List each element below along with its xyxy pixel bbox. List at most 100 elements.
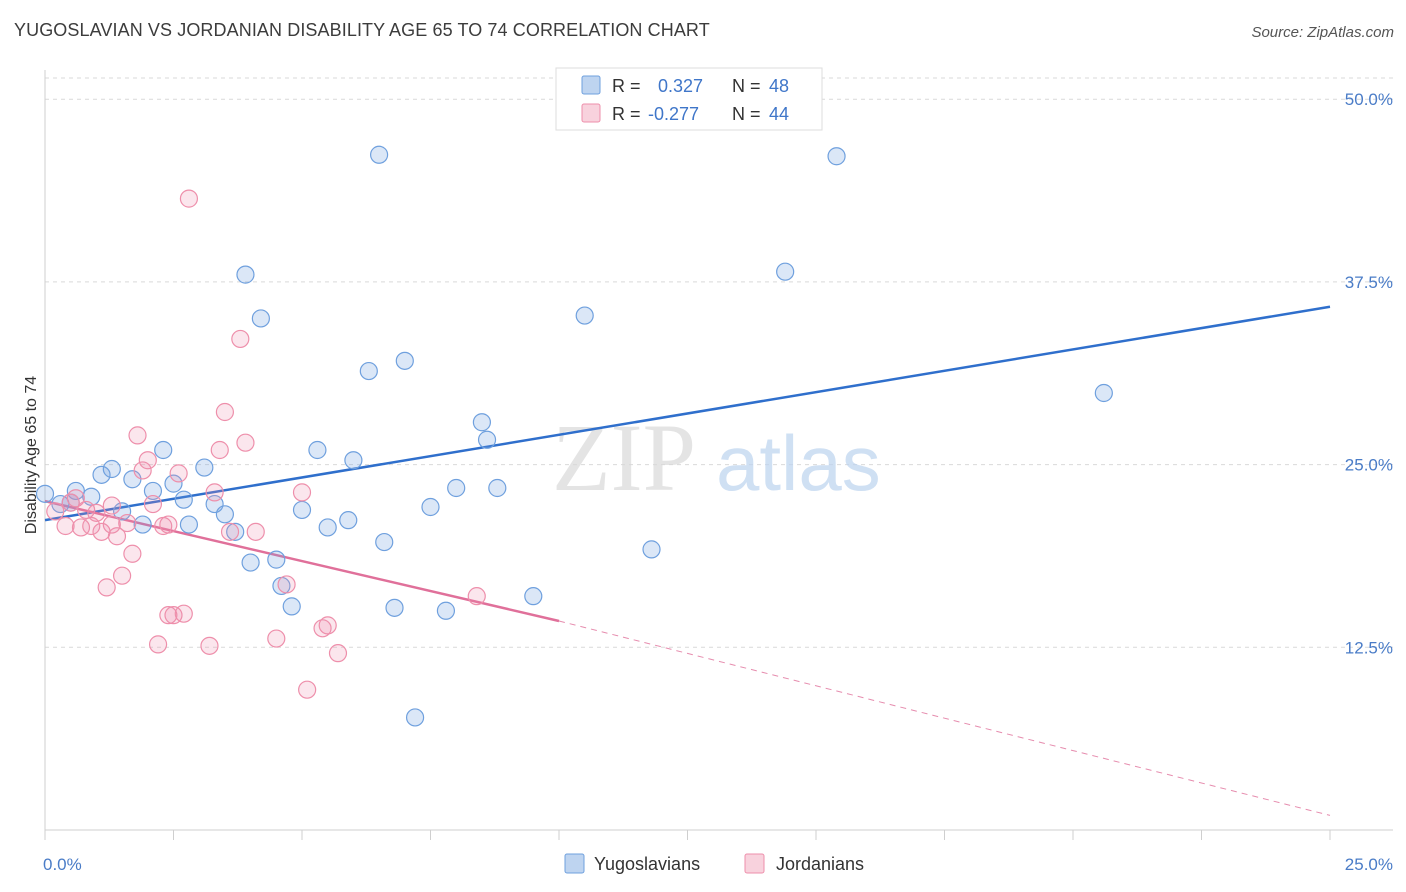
bottom-legend: Yugoslavians Jordanians <box>564 853 864 874</box>
point-jordanians <box>143 494 163 514</box>
source-credit: Source: ZipAtlas.com <box>1251 24 1394 41</box>
x-tick-label: 0.0% <box>43 855 82 874</box>
chart-title: YUGOSLAVIAN VS JORDANIAN DISABILITY AGE … <box>14 20 710 40</box>
point-yugoslavians <box>1094 383 1113 403</box>
point-jordanians <box>328 644 348 663</box>
point-yugoslavians <box>447 478 466 498</box>
point-jordanians <box>118 513 137 533</box>
point-yugoslavians <box>344 451 363 470</box>
trend-line-yugoslavians <box>44 305 1331 522</box>
point-yugoslavians <box>92 465 111 484</box>
bottom-legend-label-yugoslavians: Yugoslavians <box>594 854 700 874</box>
legend-swatch-yugoslavians <box>581 75 601 95</box>
point-yugoslavians <box>133 515 152 534</box>
point-jordanians <box>205 483 224 502</box>
point-yugoslavians <box>642 540 661 559</box>
point-yugoslavians <box>292 500 312 520</box>
point-yugoslavians <box>477 430 497 449</box>
legend-r-value: -0.277 <box>648 104 699 124</box>
point-yugoslavians <box>524 587 543 606</box>
point-jordanians <box>277 575 296 594</box>
y-tick-label: 25.0% <box>1345 456 1393 475</box>
point-jordanians <box>467 587 486 606</box>
point-jordanians <box>46 502 65 521</box>
point-yugoslavians <box>395 351 414 370</box>
point-jordanians <box>236 433 255 452</box>
point-yugoslavians <box>421 497 440 517</box>
point-jordanians <box>61 493 80 512</box>
point-yugoslavians <box>405 708 425 727</box>
point-yugoslavians <box>226 522 245 541</box>
point-yugoslavians <box>195 458 214 477</box>
point-yugoslavians <box>370 145 389 164</box>
point-jordanians <box>133 461 152 480</box>
point-jordanians <box>128 426 147 445</box>
point-yugoslavians <box>308 440 327 460</box>
point-jordanians <box>169 464 188 483</box>
point-yugoslavians <box>359 361 378 381</box>
point-jordanians <box>179 189 199 208</box>
point-jordanians <box>313 619 332 638</box>
point-yugoslavians <box>102 459 121 479</box>
point-jordanians <box>56 516 75 536</box>
point-jordanians <box>87 503 106 522</box>
point-yugoslavians <box>488 478 507 498</box>
legend-r-label: R = <box>612 76 641 96</box>
point-jordanians <box>174 604 193 623</box>
point-yugoslavians <box>267 550 286 569</box>
point-yugoslavians <box>575 306 594 325</box>
legend-r-value: 0.327 <box>658 76 703 96</box>
y-tick-label: 50.0% <box>1345 90 1393 109</box>
bottom-legend-swatch-yugoslavians <box>564 853 585 874</box>
bottom-legend-label-jordanians: Jordanians <box>776 854 864 874</box>
legend-swatch-jordanians <box>581 103 601 123</box>
point-yugoslavians <box>174 490 193 509</box>
point-yugoslavians <box>112 502 132 521</box>
point-jordanians <box>97 578 116 597</box>
point-yugoslavians <box>215 505 234 524</box>
point-yugoslavians <box>282 597 301 616</box>
point-yugoslavians <box>164 474 183 493</box>
point-yugoslavians <box>236 265 255 284</box>
data-points <box>35 145 1113 727</box>
point-yugoslavians <box>339 511 358 530</box>
point-yugoslavians <box>827 147 846 166</box>
y-tick-label: 37.5% <box>1345 273 1393 292</box>
legend-n-value: 44 <box>769 104 789 124</box>
point-jordanians <box>231 329 250 349</box>
point-jordanians <box>267 629 286 648</box>
point-yugoslavians <box>35 484 55 503</box>
legend: R = 0.327 N = 48 R = -0.277 N = 44 <box>555 67 823 131</box>
point-jordanians <box>138 451 157 470</box>
point-yugoslavians <box>154 440 173 460</box>
watermark-zip: ZIP <box>552 404 696 511</box>
y-axis-title: Disability Age 65 to 74 <box>23 376 40 534</box>
point-jordanians <box>200 636 219 655</box>
y-tick-label: 12.5% <box>1345 638 1393 657</box>
point-yugoslavians <box>251 309 270 328</box>
trend-line-jordanians <box>44 499 560 623</box>
point-jordanians <box>210 440 229 460</box>
point-yugoslavians <box>143 481 163 501</box>
watermark-atlas: atlas <box>716 419 881 507</box>
watermark: ZIP atlas <box>552 404 881 511</box>
tick-labels: 0.0% 25.0% 12.5% 25.0% 37.5% 50.0% <box>43 90 1393 874</box>
point-yugoslavians <box>436 601 456 620</box>
point-jordanians <box>220 522 240 541</box>
point-jordanians <box>159 606 178 625</box>
point-jordanians <box>107 527 127 546</box>
axes <box>44 70 1393 831</box>
point-yugoslavians <box>385 598 404 617</box>
point-jordanians <box>102 515 121 534</box>
point-jordanians <box>123 544 142 563</box>
point-yugoslavians <box>318 518 337 537</box>
point-jordanians <box>102 496 121 515</box>
point-jordanians <box>215 402 234 422</box>
point-yugoslavians <box>776 262 795 281</box>
point-jordanians <box>148 635 168 654</box>
legend-n-label: N = <box>732 76 761 96</box>
legend-n-label: N = <box>732 104 761 124</box>
bottom-legend-swatch-jordanians <box>744 853 765 874</box>
point-yugoslavians <box>179 515 199 534</box>
